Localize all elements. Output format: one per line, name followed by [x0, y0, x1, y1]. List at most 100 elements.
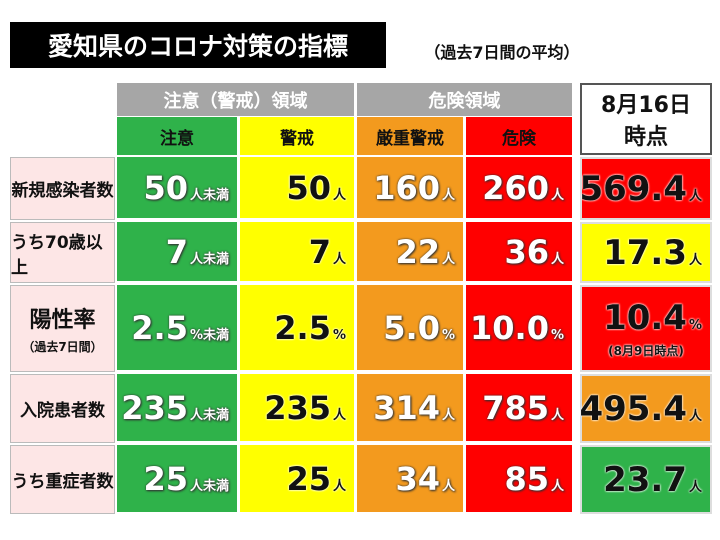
title: 愛知県のコロナ対策の指標 [10, 22, 386, 68]
cell-value: 2.5 [131, 308, 188, 347]
current-cell: 23.7 人 [580, 445, 712, 514]
cell: 85 人 [466, 445, 574, 514]
cell-unit: 人 [332, 478, 346, 494]
cell-unit: 人未満 [189, 407, 229, 423]
current-value: 10.4 [603, 298, 687, 338]
cell-unit: 人 [441, 251, 455, 267]
row-label-text: うち70歳以上 [11, 232, 103, 278]
cell: 50 人未満 [117, 157, 239, 220]
column-header: 警戒 [240, 117, 356, 155]
cell-value: 7 [165, 232, 188, 271]
cell-unit: %未満 [189, 327, 229, 343]
current-unit: 人 [688, 408, 702, 424]
cell-content: 5.0% [357, 309, 463, 347]
cell: 50 人 [240, 157, 356, 220]
cell-content: 260 人 [466, 169, 572, 207]
cell: 7 人未満 [117, 222, 239, 283]
cell-content: 235 人 [240, 389, 354, 427]
current-unit: 人 [688, 188, 702, 204]
current-cell: 569.4 人 [579, 157, 712, 220]
cell: 2.5 %未満 [117, 285, 239, 372]
cell-unit: 人 [550, 407, 564, 423]
cell-value: 10.0 [470, 308, 549, 347]
cell-unit: 人未満 [189, 478, 229, 494]
cell-unit: 人 [332, 251, 346, 267]
cell: 235 人未満 [117, 374, 239, 443]
current-header-line: 時点 [623, 125, 668, 150]
current-value: 17.3 [603, 232, 687, 273]
cell-value: 85 [504, 459, 549, 498]
current-note: (8月9日時点) [608, 344, 684, 358]
cell: 22 人 [357, 222, 465, 283]
cell: 5.0% [357, 285, 465, 372]
column-header: 厳重警戒 [357, 117, 465, 155]
cell-value: 7 [308, 232, 331, 271]
current-unit: 人 [688, 252, 702, 268]
cell-content: 85 人 [466, 460, 572, 498]
cell-content: 50 人未満 [117, 169, 237, 207]
cell-value: 235 [121, 388, 188, 427]
cell: 10.0% [466, 285, 574, 372]
cell-unit: 人 [441, 407, 455, 423]
cell-value: 314 [373, 388, 440, 427]
cell-unit: 人 [332, 407, 346, 423]
current-header: 8月16日時点 [580, 83, 712, 155]
cell: 260 人 [466, 157, 574, 220]
current-content: 23.7 人 [582, 460, 710, 500]
cell: 36 人 [466, 222, 574, 283]
cell-content: 314 人 [357, 389, 463, 427]
cell-value: 25 [286, 459, 331, 498]
current-content: 495.4 人 [579, 389, 710, 429]
cell-value: 160 [373, 168, 440, 207]
current-content: 569.4 人 [579, 168, 710, 209]
cell-value: 785 [482, 388, 549, 427]
cell-content: 235 人未満 [117, 389, 237, 427]
cell-unit: 人 [550, 251, 564, 267]
cell-value: 5.0 [383, 308, 440, 347]
column-header: 危険 [466, 117, 574, 155]
cell-content: 7 人未満 [117, 233, 237, 271]
cell-unit: 人未満 [189, 187, 229, 203]
group-header: 注意（警戒）領域 [117, 83, 356, 116]
cell-content: 160 人 [357, 169, 463, 207]
cell: 25 人 [240, 445, 356, 514]
cell-content: 50 人 [240, 169, 354, 207]
row-label: 陽性率 （過去7日間） [10, 285, 115, 372]
cell: 235 人 [240, 374, 356, 443]
cell-content: 25 人 [240, 460, 354, 498]
cell-unit: 人 [441, 187, 455, 203]
row-label-text: 入院患者数 [20, 401, 105, 421]
column-header: 注意 [117, 117, 239, 155]
row-label: うち70歳以上 [10, 222, 115, 283]
current-value: 569.4 [579, 168, 687, 209]
cell-value: 50 [143, 168, 188, 207]
current-cell: 17.3 人 [580, 222, 712, 283]
cell-content: 25 人未満 [117, 460, 237, 498]
cell-unit: 人 [332, 187, 346, 203]
cell-value: 36 [504, 232, 549, 271]
cell-value: 22 [395, 232, 440, 271]
row-label: 新規感染者数 [10, 157, 115, 220]
cell-value: 2.5 [274, 308, 331, 347]
current-content: 17.3 人 [582, 233, 710, 273]
current-content: 10.4% [582, 298, 710, 338]
cell-unit: 人 [550, 478, 564, 494]
cell-content: 34 人 [357, 460, 463, 498]
current-unit: % [688, 318, 702, 333]
subtitle: （過去7日間の平均） [424, 43, 580, 62]
current-header-line: 8月16日 [601, 93, 691, 118]
row-label: 入院患者数 [10, 374, 115, 443]
cell: 34 人 [357, 445, 465, 514]
current-unit: 人 [688, 479, 702, 495]
cell-value: 260 [482, 168, 549, 207]
cell-unit: 人未満 [189, 251, 229, 267]
row-label-text: 陽性率 [29, 308, 96, 333]
cell-unit: % [332, 327, 346, 343]
row-label: うち重症者数 [10, 445, 115, 514]
cell-value: 235 [264, 388, 331, 427]
current-cell: 10.4% (8月9日時点) [580, 285, 712, 372]
cell-content: 2.5% [240, 309, 354, 347]
current-cell: 495.4 人 [579, 374, 712, 443]
